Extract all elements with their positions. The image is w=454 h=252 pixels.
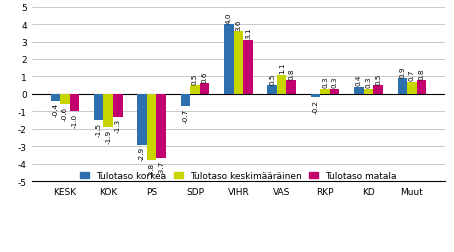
Text: 3.1: 3.1 — [245, 28, 251, 39]
Text: -0.7: -0.7 — [183, 108, 188, 122]
Text: 0.3: 0.3 — [365, 76, 371, 88]
Bar — [330, 89, 340, 94]
Bar — [94, 94, 104, 120]
Text: -2.9: -2.9 — [139, 146, 145, 160]
Bar — [190, 86, 200, 94]
Text: 0.4: 0.4 — [356, 75, 362, 86]
Text: 0.8: 0.8 — [419, 68, 424, 79]
Bar — [417, 81, 426, 94]
Bar — [233, 32, 243, 94]
Bar — [398, 79, 407, 94]
Bar — [113, 94, 123, 117]
Text: -3.7: -3.7 — [158, 160, 164, 174]
Text: -0.6: -0.6 — [62, 106, 68, 120]
Text: 1.1: 1.1 — [279, 62, 285, 74]
Text: -1.9: -1.9 — [105, 129, 111, 143]
Text: 0.3: 0.3 — [322, 76, 328, 88]
Text: 0.9: 0.9 — [399, 66, 405, 77]
Text: 0.8: 0.8 — [288, 68, 294, 79]
Text: 0.7: 0.7 — [409, 70, 415, 81]
Bar — [277, 75, 286, 94]
Bar — [311, 94, 321, 98]
Bar — [147, 94, 156, 161]
Text: -3.8: -3.8 — [148, 162, 155, 176]
Bar — [50, 94, 60, 102]
Bar — [181, 94, 190, 107]
Bar — [69, 94, 79, 112]
Legend: Tulotaso korkea, Tulotaso keskimääräinen, Tulotaso matala: Tulotaso korkea, Tulotaso keskimääräinen… — [80, 171, 397, 180]
Bar — [321, 89, 330, 94]
Bar — [224, 25, 233, 94]
Bar — [407, 82, 417, 94]
Bar — [243, 41, 253, 94]
Text: 3.6: 3.6 — [235, 19, 242, 30]
Bar — [60, 94, 69, 105]
Text: 0.5: 0.5 — [375, 73, 381, 84]
Bar — [200, 84, 209, 94]
Text: -1.3: -1.3 — [115, 118, 121, 133]
Bar — [364, 89, 373, 94]
Bar — [104, 94, 113, 128]
Text: -0.2: -0.2 — [312, 99, 319, 113]
Bar — [267, 86, 277, 94]
Bar — [286, 81, 296, 94]
Text: -0.4: -0.4 — [52, 103, 58, 117]
Text: 0.5: 0.5 — [192, 73, 198, 84]
Bar — [354, 87, 364, 94]
Text: 0.5: 0.5 — [269, 73, 275, 84]
Bar — [373, 86, 383, 94]
Text: -1.0: -1.0 — [71, 113, 78, 127]
Text: -1.5: -1.5 — [96, 122, 102, 136]
Text: 0.6: 0.6 — [202, 71, 207, 83]
Text: 4.0: 4.0 — [226, 12, 232, 23]
Bar — [137, 94, 147, 145]
Text: 0.3: 0.3 — [331, 76, 338, 88]
Bar — [156, 94, 166, 159]
